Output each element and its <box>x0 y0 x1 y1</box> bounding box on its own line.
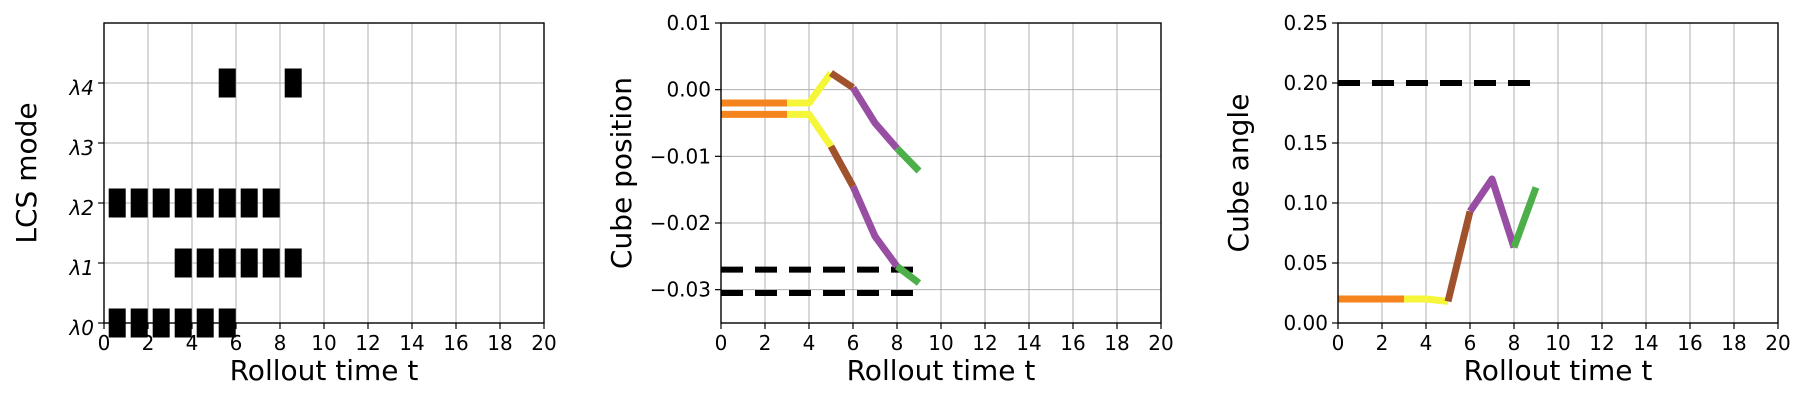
mode-bar <box>284 68 302 98</box>
x-tick-label: 14 <box>1633 331 1658 355</box>
y-axis-label: LCS mode <box>10 102 43 243</box>
x-axis-label: Rollout time t <box>230 354 419 387</box>
x-tick-label: 20 <box>531 331 556 355</box>
y-tick-label: 0.25 <box>1283 11 1328 35</box>
x-tick-label: 14 <box>399 331 424 355</box>
x-tick-label: 4 <box>186 331 199 355</box>
x-axis-label: Rollout time t <box>847 354 1036 387</box>
cube-angle-panel: 0 2 4 6 8 10 12 14 16 18 20 0.00 0.05 0.10 0.15 0.20 0.2… <box>1222 11 1791 387</box>
mode-bar <box>174 188 192 218</box>
y-tick-label: −0.03 <box>650 278 711 302</box>
series-line <box>894 263 922 286</box>
y-tick-label: 0.05 <box>1283 251 1328 275</box>
y-tick-label: λ0 <box>68 316 94 340</box>
mode-bar <box>240 188 258 218</box>
mode-bar <box>174 248 192 278</box>
x-tick-label: 4 <box>1420 331 1433 355</box>
mode-bar <box>240 248 258 278</box>
x-tick-label: 20 <box>1765 331 1790 355</box>
series-line <box>787 70 834 107</box>
series-line <box>1510 186 1540 249</box>
series-line <box>1467 175 1518 249</box>
series-line <box>849 184 900 269</box>
y-tick-label: 0.00 <box>1283 311 1328 335</box>
y-axis-label: Cube angle <box>1222 94 1255 253</box>
x-tick-label: 12 <box>1589 331 1614 355</box>
y-tick-label: 0.00 <box>666 78 711 102</box>
x-tick-label: 18 <box>1104 331 1129 355</box>
x-tick-label: 14 <box>1016 331 1041 355</box>
x-tick-label: 6 <box>847 331 860 355</box>
mode-bar <box>196 248 214 278</box>
mode-bar <box>152 188 170 218</box>
y-axis-label: Cube position <box>605 77 638 269</box>
x-tick-label: 16 <box>1677 331 1702 355</box>
y-tick-label: λ1 <box>68 256 94 280</box>
mode-bar <box>130 188 148 218</box>
x-tick-label: 18 <box>487 331 512 355</box>
y-tick-label: λ3 <box>68 136 94 160</box>
x-tick-label: 10 <box>1545 331 1570 355</box>
x-tick-label: 0 <box>1332 331 1345 355</box>
x-tick-label: 16 <box>443 331 468 355</box>
lcs-mode-panel: 0 2 4 6 8 10 12 14 16 18 20 λ0 λ1 λ2 λ3 λ4 Rollout time … <box>10 22 557 387</box>
mode-bar <box>218 188 236 218</box>
series-line <box>850 85 900 151</box>
mode-bar <box>262 248 280 278</box>
x-tick-label: 2 <box>1376 331 1389 355</box>
series-line <box>1444 210 1474 303</box>
x-tick-label: 2 <box>142 331 155 355</box>
mode-bar <box>218 248 236 278</box>
series-line <box>894 145 922 174</box>
x-tick-label: 0 <box>98 331 111 355</box>
x-tick-label: 20 <box>1148 331 1173 355</box>
mode-bar <box>196 188 214 218</box>
series-line <box>1404 295 1449 305</box>
cube-position-panel: 0 2 4 6 8 10 12 14 16 18 20 0.01 0.00 −0.01 −0.02 −0.03… <box>605 11 1174 387</box>
x-tick-label: 12 <box>355 331 380 355</box>
x-tick-label: 6 <box>230 331 243 355</box>
x-axis-label: Rollout time t <box>1464 354 1653 387</box>
x-tick-label: 4 <box>803 331 816 355</box>
y-tick-label: λ2 <box>68 196 94 220</box>
x-tick-label: 2 <box>759 331 772 355</box>
x-tick-label: 18 <box>1721 331 1746 355</box>
series-line <box>787 110 834 149</box>
y-tick-label: −0.01 <box>650 144 711 168</box>
x-tick-label: 8 <box>1508 331 1521 355</box>
x-tick-label: 0 <box>715 331 728 355</box>
mode-bar <box>218 68 236 98</box>
x-tick-label: 6 <box>1464 331 1477 355</box>
y-tick-label: 0.01 <box>666 11 711 35</box>
x-tick-label: 12 <box>972 331 997 355</box>
mode-bar <box>284 248 302 278</box>
x-tick-label: 10 <box>928 331 953 355</box>
x-tick-label: 10 <box>311 331 336 355</box>
x-tick-label: 8 <box>274 331 287 355</box>
x-tick-label: 8 <box>891 331 904 355</box>
y-tick-label: −0.02 <box>650 211 711 235</box>
mode-bar <box>262 188 280 218</box>
mode-bar <box>108 188 126 218</box>
series-line <box>827 144 857 189</box>
series-line <box>829 70 855 91</box>
x-tick-label: 16 <box>1060 331 1085 355</box>
y-tick-label: 0.20 <box>1283 71 1328 95</box>
y-tick-label: 0.10 <box>1283 191 1328 215</box>
y-tick-label: λ4 <box>68 76 94 100</box>
y-tick-label: 0.15 <box>1283 131 1328 155</box>
